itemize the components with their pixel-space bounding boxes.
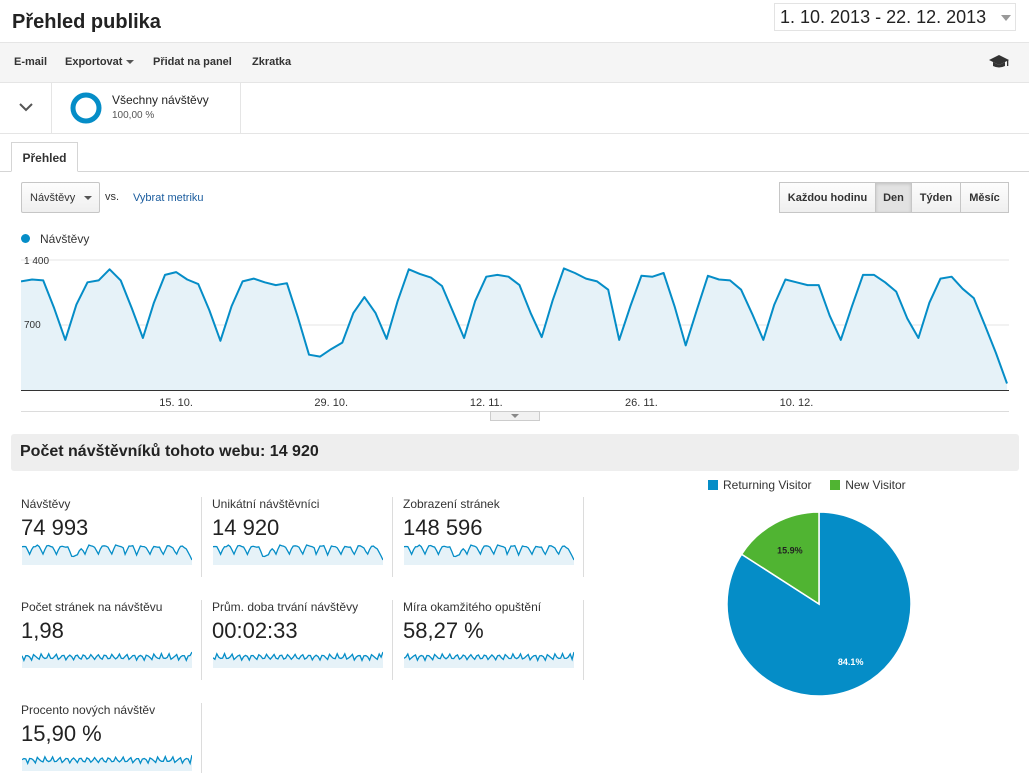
segment-ring-icon: [70, 92, 102, 124]
metric-tile-value: 1,98: [21, 618, 64, 643]
legend-swatch: [830, 480, 841, 490]
metric-sparkline: [404, 544, 574, 565]
pie-legend: Returning Visitor New Visitor: [708, 478, 906, 492]
interval-hourly-button[interactable]: Každou hodinu: [779, 182, 876, 213]
segment-all-visits[interactable]: Všechny návštěvy 100,00 %: [52, 83, 241, 133]
metric-tile-pages-per-visit[interactable]: Počet stránek na návštěvu 1,98: [21, 600, 202, 680]
sparkline-line: [213, 544, 383, 561]
y-tick-label: 1 400: [24, 256, 49, 267]
segment-row: Všechny návštěvy 100,00 %: [0, 83, 1029, 134]
legend-label-new: New Visitor: [845, 478, 906, 492]
metric-select[interactable]: Návštěvy: [21, 182, 100, 213]
date-range-picker[interactable]: 1. 10. 2013 - 22. 12. 2013: [774, 3, 1016, 31]
metric-tile-value: 58,27 %: [403, 618, 484, 643]
interval-day-button[interactable]: Den: [875, 182, 912, 213]
toolbar: E-mail Exportovat Přidat na panel Zkratk…: [0, 42, 1029, 83]
metric-tile-bounce-rate[interactable]: Míra okamžitého opuštění 58,27 %: [403, 600, 584, 680]
metric-tile-label: Návštěvy: [21, 497, 71, 511]
metric-sparkline: [22, 651, 192, 668]
metric-tile-pageviews[interactable]: Zobrazení stránek 148 596: [403, 497, 584, 577]
caret-down-icon: [126, 60, 135, 65]
sparkline-line: [22, 651, 192, 663]
chevron-down-icon: [1001, 15, 1011, 21]
series-area: [21, 268, 1007, 390]
sparkline-line: [213, 651, 383, 663]
metric-tile-avg-visit-duration[interactable]: Prům. doba trvání návštěvy 00:02:33: [212, 600, 393, 680]
date-range-label: 1. 10. 2013 - 22. 12. 2013: [780, 7, 987, 27]
visits-line-chart[interactable]: 1 400 700 15. 10. 29. 10. 12. 11. 26. 11. 10. …: [21, 250, 1009, 420]
visitor-type-pie-chart[interactable]: 84.1% 15.9%: [719, 504, 919, 704]
chevron-down-icon: [19, 103, 33, 112]
caret-down-icon: [84, 196, 92, 200]
metric-tile-label: Zobrazení stránek: [403, 497, 500, 511]
sparkline-area: [22, 755, 192, 771]
add-to-dashboard-button[interactable]: Přidat na panel: [153, 56, 232, 68]
segment-toggle[interactable]: [0, 83, 52, 133]
x-tick-label: 15. 10.: [159, 397, 193, 409]
sparkline-area: [404, 545, 574, 565]
sparkline-area: [22, 545, 192, 565]
legend-swatch: [21, 234, 30, 243]
metric-tile-value: 00:02:33: [212, 618, 298, 643]
tab-divider: [0, 171, 1029, 172]
sparkline-line: [22, 544, 192, 561]
metric-sparkline: [213, 651, 383, 668]
metric-tile-label: Unikátní návštěvníci: [212, 497, 320, 511]
metric-tile-label: Prům. doba trvání návštěvy: [212, 600, 359, 614]
segment-name: Všechny návštěvy: [112, 93, 209, 107]
metric-tile-label: Počet stránek na návštěvu: [21, 600, 163, 614]
x-tick-label: 29. 10.: [314, 397, 348, 409]
metric-sparkline: [213, 544, 383, 565]
legend-swatch: [708, 480, 718, 490]
interval-week-button[interactable]: Týden: [911, 182, 961, 213]
export-label: Exportovat: [65, 56, 123, 68]
metric-tile-label: Procento nových návštěv: [21, 703, 156, 717]
x-tick-label: 10. 12.: [780, 397, 814, 409]
series-line: [21, 267, 1008, 384]
metric-tile-value: 74 993: [21, 515, 89, 540]
metric-tile-new-visits-percent[interactable]: Procento nových návštěv 15,90 %: [21, 703, 202, 773]
x-tick-label: 12. 11.: [470, 397, 503, 409]
metric-sparkline: [22, 754, 192, 771]
visitors-summary-title: Počet návštěvníků tohoto webu: 14 920: [11, 434, 1019, 471]
interval-month-button[interactable]: Měsíc: [960, 182, 1009, 213]
metric-tile-value: 148 596: [403, 515, 483, 540]
sparkline-area: [404, 652, 574, 668]
segment-percent: 100,00 %: [112, 110, 155, 121]
legend-label-returning: Returning Visitor: [723, 478, 812, 492]
vs-label: vs.: [105, 191, 120, 203]
legend-label: Návštěvy: [40, 232, 90, 246]
sparkline-line: [404, 544, 574, 561]
metric-tile-visits[interactable]: Návštěvy 74 993: [21, 497, 202, 577]
metric-sparkline: [22, 544, 192, 565]
metric-tile-label: Míra okamžitého opuštění: [403, 600, 542, 614]
caret-down-icon: [511, 414, 519, 418]
page-title: Přehled publika: [12, 11, 161, 33]
pie-slice-new-visitor[interactable]: [740, 511, 820, 606]
sparkline-line: [22, 754, 192, 766]
metric-tile-unique-visitors[interactable]: Unikátní návštěvníci 14 920: [212, 497, 393, 577]
export-button[interactable]: Exportovat: [65, 56, 135, 68]
sparkline-area: [22, 652, 192, 668]
email-button[interactable]: E-mail: [14, 56, 48, 68]
metric-sparkline: [404, 651, 574, 668]
chart-resize-handle[interactable]: [490, 411, 540, 421]
y-tick-label: 700: [24, 320, 41, 331]
sparkline-line: [404, 651, 574, 663]
tab-overview[interactable]: Přehled: [11, 142, 78, 172]
sparkline-area: [213, 652, 383, 668]
pie-slice-label: 84.1%: [838, 657, 864, 667]
x-tick-label: 26. 11.: [625, 397, 658, 409]
graduation-cap-icon[interactable]: [989, 54, 1009, 70]
sparkline-area: [213, 545, 383, 565]
shortcut-button[interactable]: Zkratka: [252, 56, 292, 68]
metric-tile-value: 14 920: [212, 515, 280, 540]
pie-slice-label: 15.9%: [777, 546, 803, 556]
metric-tile-value: 15,90 %: [21, 721, 102, 746]
choose-metric-link[interactable]: Vybrat metriku: [133, 192, 204, 204]
metric-select-value: Návštěvy: [30, 192, 76, 204]
